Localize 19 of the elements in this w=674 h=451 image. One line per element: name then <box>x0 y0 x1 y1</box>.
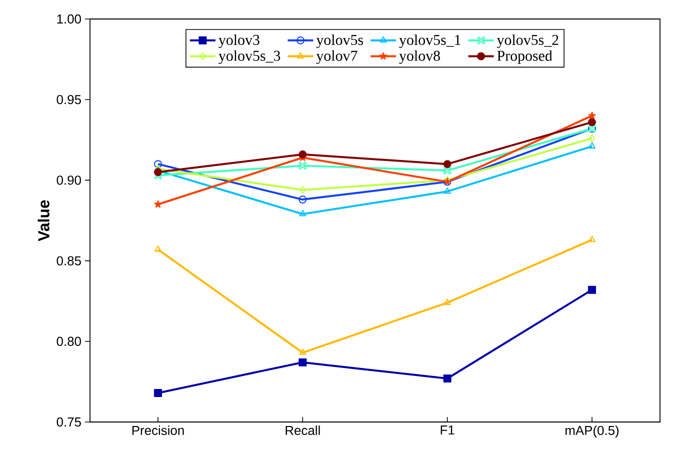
y-tick-label: 1.00 <box>57 14 81 24</box>
legend-label: yolov5s_3 <box>218 50 280 64</box>
x-tick-label: Precision <box>132 426 184 436</box>
legend-label: yolov3 <box>218 34 260 48</box>
y-tick-label: 0.75 <box>56 417 81 427</box>
legend-label: yolov5s_2 <box>496 34 558 48</box>
y-axis-title: Value <box>38 200 50 242</box>
x-tick-label: Recall <box>286 426 320 436</box>
legend-label: yolov5s <box>316 34 363 48</box>
y-tick-label: 0.80 <box>56 336 81 346</box>
y-tick-label: 0.85 <box>56 256 81 266</box>
legend-label: yolov5s_1 <box>399 34 460 48</box>
x-tick-label: mAP(0.5) <box>566 426 619 438</box>
x-tick-label: F1 <box>440 426 454 434</box>
y-tick-label: 0.95 <box>56 95 81 104</box>
y-tick-label: 0.90 <box>56 176 81 185</box>
legend-label: Proposed <box>497 50 552 64</box>
legend-label: yolov7 <box>316 50 358 64</box>
legend-label: yolov8 <box>399 50 440 64</box>
